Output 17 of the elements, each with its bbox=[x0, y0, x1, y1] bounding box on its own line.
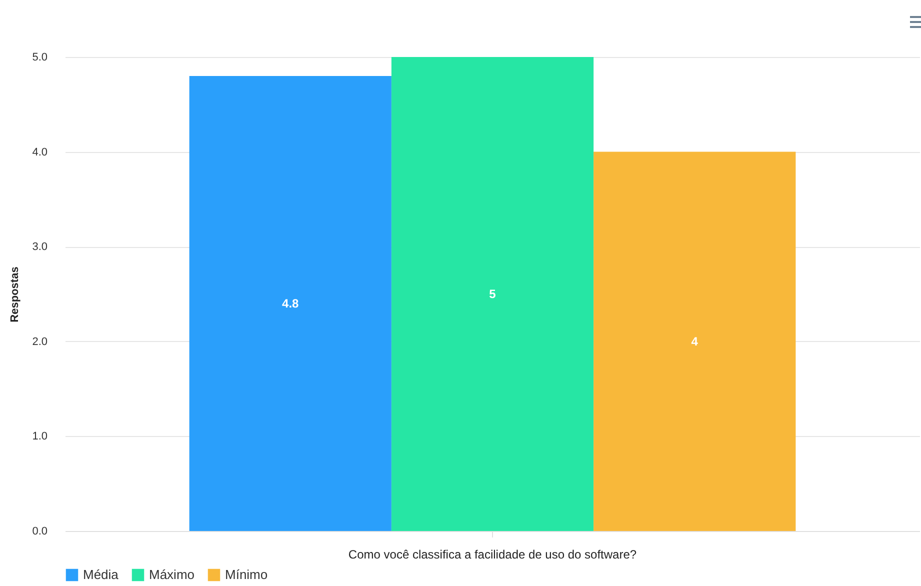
bar bbox=[391, 57, 594, 531]
data-label: 4 bbox=[691, 334, 698, 348]
legend-label: Máximo bbox=[149, 567, 195, 582]
bar bbox=[594, 152, 796, 531]
y-tick-label: 5.0 bbox=[32, 52, 48, 64]
y-tick-label: 3.0 bbox=[32, 241, 48, 254]
y-tick-label: 0.0 bbox=[32, 526, 48, 538]
legend-label: Média bbox=[83, 567, 120, 582]
legend-label: Mínimo bbox=[225, 567, 268, 582]
y-tick-label: 1.0 bbox=[32, 430, 48, 443]
bar bbox=[189, 76, 392, 531]
data-label: 4.8 bbox=[282, 296, 300, 310]
data-label: 5 bbox=[489, 287, 496, 301]
y-axis-title: Respostas bbox=[9, 266, 22, 322]
x-tick-label: Como você classifica a facilidade de uso do software? bbox=[348, 548, 637, 562]
y-tick-label: 4.0 bbox=[32, 146, 48, 158]
y-tick-label: 2.0 bbox=[32, 336, 48, 348]
